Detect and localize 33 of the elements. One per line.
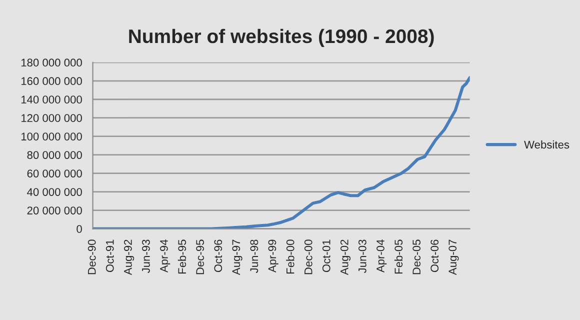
y-tick-label: 60 000 000 (27, 170, 82, 178)
y-tick-label: 40 000 000 (27, 188, 82, 196)
x-tick-label: Apr-94 (160, 240, 170, 273)
x-tick-label: Feb-00 (286, 240, 294, 274)
y-tick-label: 0 (76, 225, 82, 233)
x-tick-label: Aug-97 (232, 240, 242, 276)
x-tick-label: Dec-95 (196, 240, 204, 274)
x-tick-label: Dec-90 (88, 240, 96, 274)
x-tick-label: Dec-05 (412, 240, 421, 274)
x-tick-label: Jun-93 (142, 240, 150, 274)
x-tick-label: Apr-99 (268, 240, 278, 273)
x-tick-label: Feb-95 (178, 240, 186, 274)
x-tick-label: Jun-03 (358, 240, 366, 274)
x-tick-label: Oct-91 (106, 240, 114, 272)
x-tick-label: Aug-02 (340, 240, 351, 276)
y-tick-label: 120 000 000 (21, 114, 82, 122)
x-tick-label: Feb-05 (394, 240, 403, 274)
x-tick-label: Aug-07 (448, 240, 459, 276)
x-tick-label: Dec-00 (304, 240, 312, 274)
y-tick-label: 80 000 000 (27, 151, 82, 159)
x-tick-label: Jun-98 (250, 240, 258, 274)
x-tick-label: Oct-96 (214, 240, 222, 272)
x-tick-label: Aug-92 (124, 240, 134, 276)
y-tick-label: 180 000 000 (21, 58, 82, 67)
y-tick-label: 140 000 000 (21, 96, 82, 104)
legend-label: Websites (524, 140, 570, 149)
x-tick-label: Oct-06 (430, 240, 439, 272)
y-tick-label: 20 000 000 (27, 206, 82, 214)
x-tick-label: Oct-01 (322, 240, 330, 272)
chart-title: Number of websites (1990 - 2008) (129, 28, 434, 47)
y-tick-label: 100 000 000 (21, 132, 82, 140)
x-tick-label: Apr-04 (376, 240, 387, 273)
y-tick-label: 160 000 000 (21, 77, 82, 86)
